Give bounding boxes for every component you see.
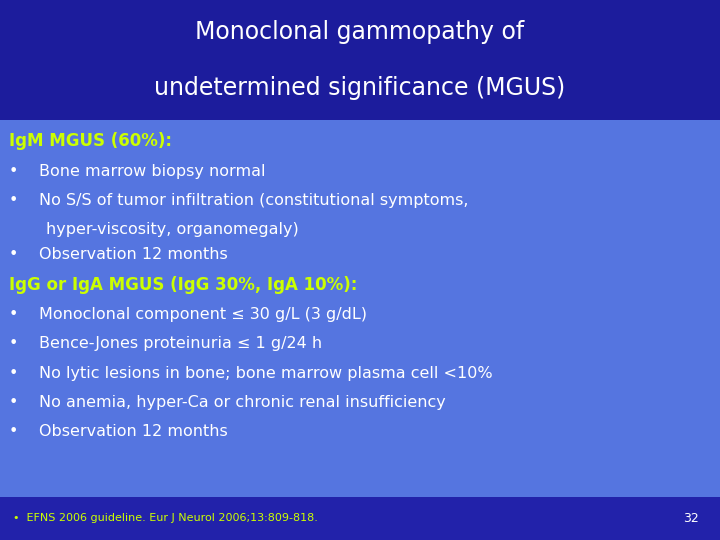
Bar (0, 0, 720, 120)
Text: •: • (9, 247, 18, 262)
Text: •: • (9, 164, 18, 179)
Text: Bone marrow biopsy normal: Bone marrow biopsy normal (39, 164, 266, 179)
Text: •: • (9, 424, 18, 439)
Text: No S/S of tumor infiltration (constitutional symptoms,: No S/S of tumor infiltration (constituti… (39, 193, 469, 208)
Text: IgM MGUS (60%):: IgM MGUS (60%): (9, 132, 171, 150)
Text: •: • (9, 366, 18, 381)
Text: No anemia, hyper-Ca or chronic renal insufficiency: No anemia, hyper-Ca or chronic renal ins… (39, 395, 446, 410)
Text: Monoclonal component ≤ 30 g/L (3 g/dL): Monoclonal component ≤ 30 g/L (3 g/dL) (39, 307, 367, 322)
Text: Bence-Jones proteinuria ≤ 1 g/24 h: Bence-Jones proteinuria ≤ 1 g/24 h (39, 336, 322, 352)
Bar (0, 497, 720, 540)
Text: •: • (9, 193, 18, 208)
Text: •  EFNS 2006 guideline. Eur J Neurol 2006;13:809-818.: • EFNS 2006 guideline. Eur J Neurol 2006… (13, 514, 318, 523)
Text: •: • (9, 395, 18, 410)
Text: No lytic lesions in bone; bone marrow plasma cell <10%: No lytic lesions in bone; bone marrow pl… (39, 366, 492, 381)
Text: Observation 12 months: Observation 12 months (39, 247, 228, 262)
Text: Monoclonal gammopathy of: Monoclonal gammopathy of (195, 21, 525, 44)
Text: undetermined significance (MGUS): undetermined significance (MGUS) (154, 76, 566, 99)
Text: Observation 12 months: Observation 12 months (39, 424, 228, 439)
Text: 32: 32 (683, 512, 698, 525)
Text: •: • (9, 307, 18, 322)
Text: •: • (9, 336, 18, 352)
Text: IgG or IgA MGUS (IgG 30%, IgA 10%):: IgG or IgA MGUS (IgG 30%, IgA 10%): (9, 276, 357, 294)
Text: hyper-viscosity, organomegaly): hyper-viscosity, organomegaly) (46, 222, 299, 237)
